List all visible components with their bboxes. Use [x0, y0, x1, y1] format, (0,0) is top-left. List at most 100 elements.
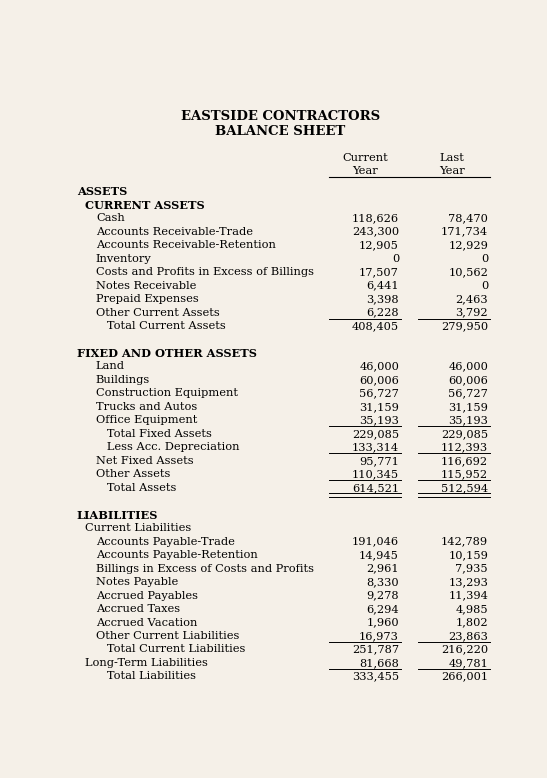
Text: Other Current Assets: Other Current Assets [96, 307, 220, 317]
Text: BALANCE SHEET: BALANCE SHEET [215, 124, 346, 138]
Text: 229,085: 229,085 [352, 429, 399, 439]
Text: Land: Land [96, 362, 125, 371]
Text: 10,562: 10,562 [448, 267, 488, 277]
Text: Other Assets: Other Assets [96, 469, 170, 479]
Text: 229,085: 229,085 [441, 429, 488, 439]
Text: 2,463: 2,463 [456, 294, 488, 304]
Text: Year: Year [352, 166, 378, 176]
Text: Total Liabilities: Total Liabilities [96, 671, 196, 682]
Text: Notes Payable: Notes Payable [96, 577, 178, 587]
Text: Total Current Assets: Total Current Assets [96, 321, 226, 331]
Text: Accounts Receivable-Trade: Accounts Receivable-Trade [96, 226, 253, 237]
Text: 118,626: 118,626 [352, 213, 399, 223]
Text: Accrued Vacation: Accrued Vacation [96, 618, 197, 628]
Text: 408,405: 408,405 [352, 321, 399, 331]
Text: 2,961: 2,961 [366, 563, 399, 573]
Text: 56,727: 56,727 [359, 388, 399, 398]
Text: Cash: Cash [96, 213, 125, 223]
Text: 110,345: 110,345 [352, 469, 399, 479]
Text: 333,455: 333,455 [352, 671, 399, 682]
Text: 12,905: 12,905 [359, 240, 399, 251]
Text: 1,960: 1,960 [366, 618, 399, 628]
Text: 279,950: 279,950 [441, 321, 488, 331]
Text: 6,441: 6,441 [366, 281, 399, 290]
Text: Long-Term Liabilities: Long-Term Liabilities [85, 658, 208, 668]
Text: 31,159: 31,159 [448, 402, 488, 412]
Text: 60,006: 60,006 [359, 375, 399, 385]
Text: 3,398: 3,398 [366, 294, 399, 304]
Text: 0: 0 [481, 254, 488, 264]
Text: 3,792: 3,792 [456, 307, 488, 317]
Text: Costs and Profits in Excess of Billings: Costs and Profits in Excess of Billings [96, 267, 314, 277]
Text: 16,973: 16,973 [359, 631, 399, 641]
Text: 78,470: 78,470 [448, 213, 488, 223]
Text: 60,006: 60,006 [448, 375, 488, 385]
Text: 56,727: 56,727 [448, 388, 488, 398]
Text: 6,228: 6,228 [366, 307, 399, 317]
Text: 614,521: 614,521 [352, 482, 399, 492]
Text: 0: 0 [481, 281, 488, 290]
Text: 112,393: 112,393 [441, 443, 488, 452]
Text: 4,985: 4,985 [456, 604, 488, 614]
Text: Total Current Liabilities: Total Current Liabilities [96, 644, 245, 654]
Text: Office Equipment: Office Equipment [96, 415, 197, 426]
Text: Year: Year [439, 166, 465, 176]
Text: Net Fixed Assets: Net Fixed Assets [96, 456, 194, 466]
Text: 81,668: 81,668 [359, 658, 399, 668]
Text: 191,046: 191,046 [352, 537, 399, 547]
Text: 49,781: 49,781 [448, 658, 488, 668]
Text: 13,293: 13,293 [448, 577, 488, 587]
Text: 35,193: 35,193 [359, 415, 399, 426]
Text: 14,945: 14,945 [359, 550, 399, 560]
Text: Total Assets: Total Assets [96, 482, 176, 492]
Text: 23,863: 23,863 [448, 631, 488, 641]
Text: 216,220: 216,220 [441, 644, 488, 654]
Text: 0: 0 [392, 254, 399, 264]
Text: Billings in Excess of Costs and Profits: Billings in Excess of Costs and Profits [96, 563, 314, 573]
Text: Trucks and Autos: Trucks and Autos [96, 402, 197, 412]
Text: 8,330: 8,330 [366, 577, 399, 587]
Text: 266,001: 266,001 [441, 671, 488, 682]
Text: Inventory: Inventory [96, 254, 152, 264]
Text: 46,000: 46,000 [359, 362, 399, 371]
Text: 7,935: 7,935 [456, 563, 488, 573]
Text: LIABILITIES: LIABILITIES [77, 510, 158, 520]
Text: 12,929: 12,929 [448, 240, 488, 251]
Text: Prepaid Expenses: Prepaid Expenses [96, 294, 199, 304]
Text: 9,278: 9,278 [366, 591, 399, 601]
Text: 35,193: 35,193 [448, 415, 488, 426]
Text: Other Current Liabilities: Other Current Liabilities [96, 631, 239, 641]
Text: 116,692: 116,692 [441, 456, 488, 466]
Text: ASSETS: ASSETS [77, 186, 127, 197]
Text: Current Liabilities: Current Liabilities [85, 523, 191, 533]
Text: 95,771: 95,771 [359, 456, 399, 466]
Text: 6,294: 6,294 [366, 604, 399, 614]
Text: Accounts Payable-Trade: Accounts Payable-Trade [96, 537, 235, 547]
Text: 171,734: 171,734 [441, 226, 488, 237]
Text: Total Fixed Assets: Total Fixed Assets [96, 429, 212, 439]
Text: 512,594: 512,594 [441, 482, 488, 492]
Text: CURRENT ASSETS: CURRENT ASSETS [85, 200, 205, 211]
Text: Accounts Receivable-Retention: Accounts Receivable-Retention [96, 240, 276, 251]
Text: Less Acc. Depreciation: Less Acc. Depreciation [96, 443, 240, 452]
Text: Last: Last [440, 153, 464, 163]
Text: 11,394: 11,394 [448, 591, 488, 601]
Text: Accrued Taxes: Accrued Taxes [96, 604, 180, 614]
Text: Current: Current [342, 153, 388, 163]
Text: Accrued Payables: Accrued Payables [96, 591, 198, 601]
Text: EASTSIDE CONTRACTORS: EASTSIDE CONTRACTORS [181, 110, 380, 123]
Text: 17,507: 17,507 [359, 267, 399, 277]
Text: 1,802: 1,802 [456, 618, 488, 628]
Text: 243,300: 243,300 [352, 226, 399, 237]
Text: 251,787: 251,787 [352, 644, 399, 654]
Text: Accounts Payable-Retention: Accounts Payable-Retention [96, 550, 258, 560]
Text: 115,952: 115,952 [441, 469, 488, 479]
Text: 133,314: 133,314 [352, 443, 399, 452]
Text: 10,159: 10,159 [448, 550, 488, 560]
Text: Buildings: Buildings [96, 375, 150, 385]
Text: FIXED AND OTHER ASSETS: FIXED AND OTHER ASSETS [77, 348, 257, 359]
Text: 46,000: 46,000 [448, 362, 488, 371]
Text: 142,789: 142,789 [441, 537, 488, 547]
Text: 31,159: 31,159 [359, 402, 399, 412]
Text: Construction Equipment: Construction Equipment [96, 388, 238, 398]
